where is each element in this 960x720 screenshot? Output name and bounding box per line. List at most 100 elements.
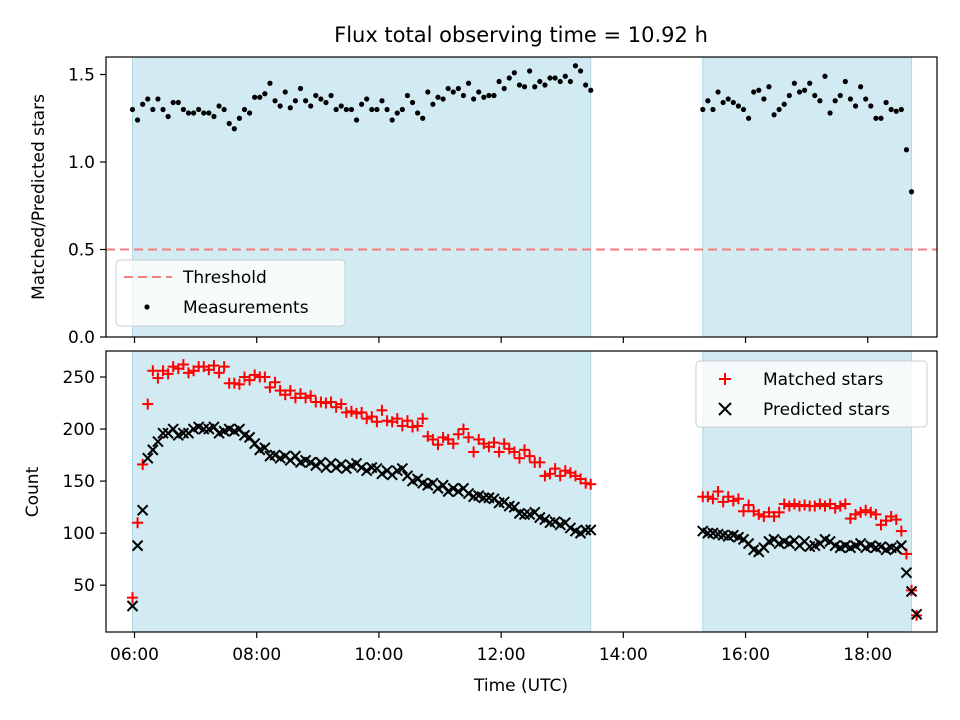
measurement-point <box>476 89 482 95</box>
matched-star-point <box>269 376 281 388</box>
matched-star-point <box>702 491 714 503</box>
matched-star-point <box>249 369 261 381</box>
measurement-point <box>170 99 176 106</box>
matched-star-point <box>182 367 194 379</box>
top-legend: Threshold Measurements <box>115 259 346 327</box>
matched-star-point <box>376 404 388 416</box>
predicted-star-point <box>147 444 159 456</box>
matched-star-point <box>839 498 851 510</box>
predicted-star-point <box>152 435 164 448</box>
predicted-star-point <box>900 566 913 579</box>
matched-star-point <box>381 415 393 427</box>
x-tick-label: 10:00 <box>354 645 403 665</box>
matched-star-point <box>498 438 510 450</box>
predicted-star-point <box>890 543 902 555</box>
measurement-point <box>786 92 792 99</box>
measurement-point <box>190 110 197 116</box>
measurement-point <box>781 101 787 107</box>
measurement-point <box>481 94 487 100</box>
matched-star-point <box>539 470 551 482</box>
measurement-point <box>292 98 299 104</box>
matched-star-point <box>371 416 383 428</box>
measurement-point <box>206 110 212 116</box>
legend-matched-swatch <box>719 373 731 385</box>
predicted-star-point <box>330 461 342 474</box>
predicted-star-point <box>142 452 154 464</box>
measurement-point <box>435 94 441 100</box>
measurement-point <box>588 87 594 93</box>
measurement-point <box>735 103 742 109</box>
measurement-point <box>577 68 584 74</box>
measurement-point <box>552 75 558 81</box>
predicted-star-point <box>136 504 149 516</box>
predicted-star-point <box>157 427 169 439</box>
y-tick-label: 50 <box>73 576 95 596</box>
legend-predicted-swatch <box>718 402 732 416</box>
predicted-star-point <box>442 485 454 498</box>
measurement-point <box>471 96 477 102</box>
measurement-point <box>908 189 915 195</box>
bottom-legend: Matched stars Predicted stars <box>695 360 928 428</box>
predicted-star-point <box>269 449 281 461</box>
matched-star-point <box>788 498 800 510</box>
measurement-point <box>796 89 803 95</box>
matched-star-point <box>401 415 413 427</box>
measurement-point <box>211 113 217 120</box>
measurement-point <box>501 85 507 92</box>
measurement-point <box>863 96 869 102</box>
matched-star-point <box>345 405 357 417</box>
matched-star-point <box>753 508 765 520</box>
y-tick-label: 250 <box>63 368 95 388</box>
top-panel: 0.0 0.5 1.0 1.5 Matched/Predicted stars Thr… <box>29 56 938 348</box>
measurement-point <box>272 98 278 104</box>
measurement-point <box>155 96 161 102</box>
bottom-x-axis: 06:00 08:00 10:00 12:00 14:00 16:00 18:00 <box>110 632 892 665</box>
measurement-point <box>827 110 833 116</box>
measurement-point <box>542 82 548 88</box>
matched-star-point <box>437 431 449 443</box>
matched-star-point <box>177 359 189 371</box>
measurement-point <box>409 99 416 106</box>
predicted-star-point <box>478 492 490 504</box>
measurement-point <box>134 117 141 123</box>
top-y-axis: 0.0 0.5 1.0 1.5 <box>68 66 106 348</box>
matched-star-point <box>783 500 795 512</box>
measurement-point <box>893 108 899 114</box>
matched-star-point <box>712 486 724 497</box>
measurement-point <box>246 110 253 116</box>
legend-threshold-label: Threshold <box>182 268 267 288</box>
matched-star-point <box>717 496 729 508</box>
measurement-point <box>359 101 365 107</box>
measurement-point <box>348 106 355 113</box>
x-tick-label: 14:00 <box>599 645 648 665</box>
matched-star-point <box>335 398 347 410</box>
matched-star-point <box>361 413 373 425</box>
chart-title: Flux total observing time = 10.92 h <box>334 23 708 47</box>
matched-star-point <box>208 360 220 372</box>
matched-star-point <box>890 514 902 526</box>
measurement-point <box>252 94 258 100</box>
measurement-point <box>878 115 884 121</box>
matched-star-point <box>366 411 378 423</box>
measurement-point <box>236 115 243 121</box>
measurement-point <box>547 75 553 81</box>
measurement-point <box>725 96 731 102</box>
matched-star-point <box>228 377 240 389</box>
measurement-point <box>328 92 334 99</box>
measurement-point <box>705 98 711 104</box>
measurement-point <box>837 92 843 99</box>
predicted-star-point <box>574 527 587 539</box>
measurement-point <box>521 84 528 90</box>
y-tick-label: 0.5 <box>68 241 95 261</box>
matched-star-point <box>819 500 831 512</box>
measurement-point <box>185 110 192 116</box>
measurement-point <box>486 92 492 99</box>
measurement-point <box>700 106 706 113</box>
measurement-point <box>374 106 380 113</box>
matched-star-point <box>325 396 337 408</box>
measurement-points <box>129 63 915 195</box>
measurement-point <box>404 92 411 99</box>
legend-predicted-label: Predicted stars <box>763 400 890 420</box>
predicted-star-point <box>126 600 139 612</box>
